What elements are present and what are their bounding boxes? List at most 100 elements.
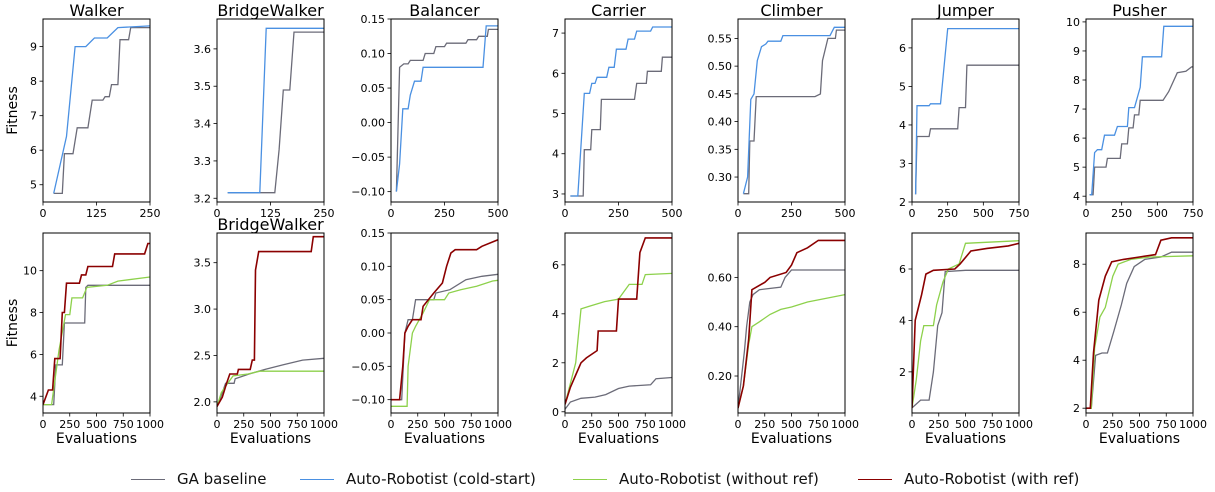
x-tick-label: 250 [407, 418, 428, 431]
y-tick-label: 6 [30, 144, 37, 157]
x-tick-label: 0 [735, 207, 742, 220]
legend-item-woref: Auto-Robotist (without ref) [573, 466, 819, 492]
legend-swatch-cold [300, 478, 334, 480]
x-axis-label: Evaluations [751, 431, 832, 447]
x-tick-label: 0 [388, 418, 395, 431]
subplot-title: Pusher [1112, 1, 1167, 20]
y-tick-label: 6 [30, 348, 37, 361]
y-tick-label: 0.40 [708, 116, 733, 129]
y-tick-label: 10 [1066, 16, 1080, 29]
x-tick-label: 1000 [658, 418, 686, 431]
y-tick-label: 2 [1073, 402, 1080, 415]
subplot-title: Walker [69, 1, 124, 20]
subplot-2: 0 250 500 −0.10 −0.05 0.00 0.05 0.10 0.15 Balance… [351, 1, 508, 220]
y-tick-label: 0.05 [361, 82, 386, 95]
series-line-wref [217, 235, 324, 407]
plot-frame [911, 232, 1020, 414]
series-line-woref [912, 240, 1019, 408]
plot-frame [42, 18, 151, 203]
y-tick-label: 3.6 [194, 43, 212, 56]
y-tick-label: 0.15 [361, 227, 386, 240]
legend-item-cold: Auto-Robotist (cold-start) [300, 466, 536, 492]
legend-label-wref: Auto-Robotist (with ref) [904, 470, 1080, 488]
y-tick-label: 9 [1073, 45, 1080, 58]
plot-frame [216, 18, 325, 203]
y-tick-label: 7 [30, 110, 37, 123]
x-tick-label: 500 [608, 418, 629, 431]
y-tick-label: 10 [23, 265, 37, 278]
x-tick-label: 250 [928, 418, 949, 431]
x-tick-label: 125 [86, 207, 107, 220]
plot-frame [737, 232, 846, 414]
y-tick-label: 6 [899, 263, 906, 276]
y-tick-label: 4 [552, 148, 559, 161]
y-tick-label: 8 [1073, 258, 1080, 271]
y-tick-label: 4 [30, 390, 37, 403]
x-tick-label: 0 [562, 418, 569, 431]
x-tick-label: 0 [1083, 207, 1090, 220]
series-line-wref [43, 242, 150, 405]
y-tick-label: 7 [1073, 103, 1080, 116]
x-tick-label: 1000 [1005, 418, 1033, 431]
series-line-wref [391, 238, 498, 401]
y-tick-label: 6 [552, 259, 559, 272]
y-tick-label: 0.60 [708, 271, 733, 284]
x-tick-label: 500 [973, 207, 994, 220]
series-line-ga [1089, 66, 1193, 196]
series-line-woref [738, 293, 845, 409]
y-axis-label: Fitness [5, 86, 21, 135]
series-line-woref [565, 272, 672, 405]
y-tick-label: 5 [899, 80, 906, 93]
y-tick-label: −0.10 [351, 186, 385, 199]
y-tick-label: 8 [1073, 74, 1080, 87]
plot-frame [737, 18, 846, 203]
legend: GA baseline Auto-Robotist (cold-start) A… [0, 466, 1215, 492]
series-line-ga [743, 29, 845, 195]
x-tick-label: 0 [562, 207, 569, 220]
x-tick-label: 1000 [310, 418, 338, 431]
subplot-12: 0 250 500 750 1000 2 4 6 Evaluations [899, 232, 1033, 447]
series-line-ga [43, 284, 150, 406]
x-tick-label: 1000 [484, 418, 512, 431]
y-tick-label: 2 [552, 357, 559, 370]
y-tick-label: 0.15 [361, 13, 386, 26]
y-tick-label: 4 [552, 308, 559, 321]
x-tick-label: 0 [40, 418, 47, 431]
x-tick-label: 750 [982, 418, 1003, 431]
series-line-cold [227, 27, 324, 194]
x-tick-label: 0 [909, 207, 916, 220]
x-axis-label: Evaluations [230, 431, 311, 447]
legend-label-woref: Auto-Robotist (without ref) [619, 470, 819, 488]
y-tick-label: 8 [30, 307, 37, 320]
subplot-4: 0 250 500 0.30 0.35 0.40 0.45 0.50 0.55 Climber [708, 1, 856, 220]
subplot-7: 0 250 500 750 1000 4 6 8 10 Evaluations Fitness [5, 232, 164, 447]
y-tick-label: 3.4 [194, 118, 212, 131]
x-tick-label: 250 [233, 418, 254, 431]
y-tick-label: 6 [1073, 132, 1080, 145]
y-tick-label: 2.5 [194, 349, 212, 362]
x-tick-label: 500 [1129, 418, 1150, 431]
x-tick-label: 250 [314, 207, 335, 220]
y-tick-label: 0.45 [708, 88, 733, 101]
series-line-wref [738, 239, 845, 409]
x-tick-label: 500 [434, 418, 455, 431]
plot-frame [42, 232, 151, 414]
y-tick-label: −0.05 [351, 360, 385, 373]
y-tick-label: 6 [1073, 306, 1080, 319]
y-tick-label: 0.50 [708, 60, 733, 73]
x-axis-label: Evaluations [578, 431, 659, 447]
x-tick-label: 250 [1111, 207, 1132, 220]
x-tick-label: 500 [260, 418, 281, 431]
legend-swatch-woref [573, 478, 607, 480]
x-tick-label: 1000 [136, 418, 164, 431]
x-tick-label: 0 [388, 207, 395, 220]
x-tick-label: 0 [214, 418, 221, 431]
x-axis-label: Evaluations [404, 431, 485, 447]
y-tick-label: 5 [30, 179, 37, 192]
subplot-title: BridgeWalker [217, 215, 324, 234]
series-line-cold [742, 26, 845, 194]
legend-label-ga: GA baseline [177, 470, 267, 488]
x-tick-label: 250 [608, 207, 629, 220]
series-line-wref [912, 242, 1019, 408]
series-line-ga [53, 26, 150, 195]
